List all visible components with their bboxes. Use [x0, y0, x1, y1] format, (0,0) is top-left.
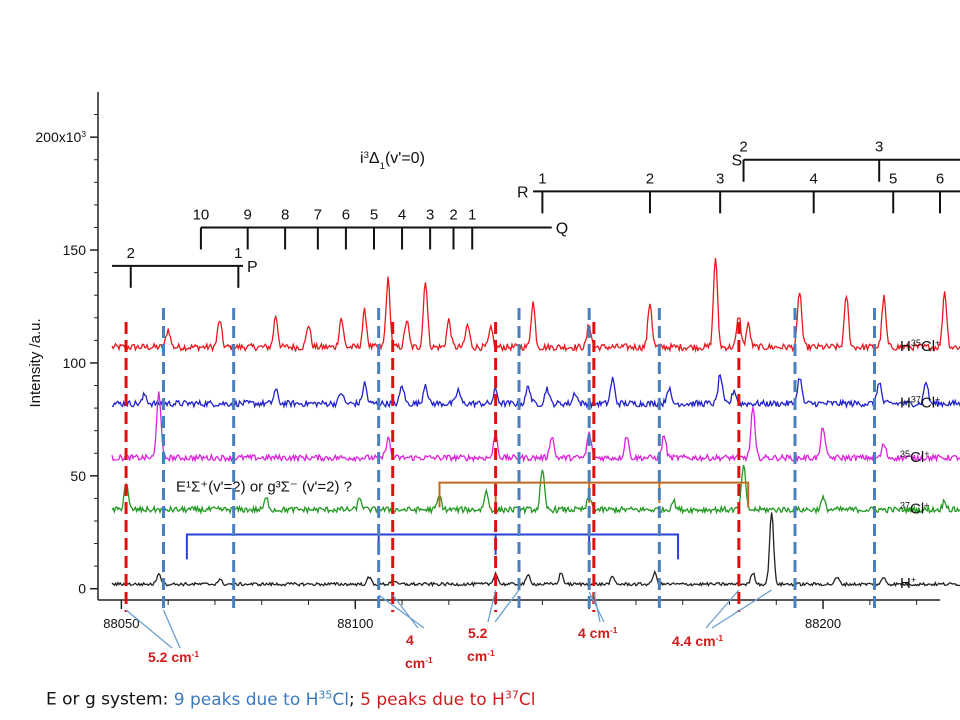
separation-label-line2: cm-1	[405, 655, 433, 671]
axes: 200x103 150 100 50 0 88050 88100 88200 Intensity…	[27, 92, 940, 631]
branch-label: 3	[426, 206, 434, 223]
branch-label: 1	[468, 206, 476, 223]
separation-label: 4.4 cm-1	[672, 633, 723, 649]
callout-line	[392, 594, 419, 629]
x-tick-label: 88050	[103, 616, 139, 631]
y-tick-label: 200x103	[35, 129, 86, 145]
branch-label: 6	[936, 170, 944, 187]
y-tick-label: 50	[70, 468, 86, 484]
x-tick-label: 88200	[805, 616, 841, 631]
dashed-lines-layer	[124, 308, 877, 612]
branch-label: 8	[281, 206, 289, 223]
branch-label: 2	[739, 139, 747, 156]
branch-label: 1	[234, 245, 242, 262]
branch-letter: R	[517, 184, 529, 201]
series-line	[111, 512, 960, 588]
caption-part3: ;	[349, 689, 361, 710]
caption-part2-tail: Cl	[332, 689, 350, 710]
series-line	[111, 464, 960, 515]
branch-label: 3	[716, 170, 724, 187]
branch-label: 1	[538, 170, 546, 187]
separation-label: 4 cm-1	[578, 625, 618, 641]
series-line	[111, 373, 960, 410]
x-tick-label: 88100	[337, 616, 373, 631]
branch-label: 4	[398, 206, 406, 223]
series-label: H+	[900, 575, 916, 592]
branch-letter: P	[247, 259, 258, 276]
branch-label: 5	[889, 170, 897, 187]
branch-layer: 1234567R23S10987654321Q21Pi3Δ1(v'=0)E¹Σ⁺…	[112, 139, 960, 560]
branch-label: 10	[193, 206, 210, 223]
callout-line	[711, 589, 772, 629]
state-e-label: E¹Σ⁺(v'=2) or g³Σ⁻ (v'=2) ?	[176, 479, 352, 496]
branch-label: 4	[810, 170, 818, 187]
y-tick-label: 0	[78, 581, 86, 597]
series-label: 35Cl+	[900, 449, 929, 466]
caption-part2-sup: 35	[318, 688, 333, 701]
blue-bracket	[185, 533, 680, 560]
caption-part4-sup: 37	[504, 688, 519, 701]
separation-label: 5.2 cm-1	[148, 649, 199, 665]
separation-label: 4	[406, 632, 414, 648]
series-line	[111, 391, 960, 463]
branch-label: 2	[449, 206, 457, 223]
caption-h35cl-text: 9 peaks due to H35Cl	[173, 688, 350, 710]
y-axis-label: Intensity /a.u.	[27, 318, 44, 407]
orange-bracket	[438, 481, 750, 508]
callout-line	[378, 594, 425, 629]
series-line	[111, 258, 960, 353]
caption: E or g system: 9 peaks due to H35Cl; 5 p…	[46, 688, 535, 710]
branch-letter: Q	[556, 220, 568, 237]
separation-label: 5.2	[468, 625, 488, 641]
callout-line	[125, 609, 173, 649]
caption-part2: 9 peaks due to H	[173, 689, 319, 710]
separation-label-line2: cm-1	[467, 648, 495, 664]
branch-label: 9	[244, 206, 252, 223]
callout-line	[487, 589, 497, 623]
callout-line	[588, 591, 605, 623]
series-label: H37Cl+	[900, 395, 940, 412]
series-label: H35Cl+	[900, 338, 940, 355]
callout-line	[705, 589, 740, 629]
caption-part1: E or g system:	[46, 689, 174, 710]
callout-line	[162, 609, 181, 649]
caption-part4: 5 peaks due to H	[360, 689, 505, 710]
y-tick-label: 100	[63, 355, 87, 371]
state-i-label: i3Δ1(v'=0)	[360, 150, 425, 172]
branch-label: 3	[875, 139, 883, 156]
branch-letter: S	[732, 153, 743, 170]
caption-part4-tail: Cl	[518, 689, 536, 710]
branch-label: 2	[127, 245, 135, 262]
callout-line	[494, 589, 520, 623]
caption-h37cl-text: 5 peaks due to H37Cl	[360, 688, 536, 710]
annotation-layer: 5.2 cm-1 4 cm-1 5.2 cm-1 4 cm-1 4.4 cm-1	[125, 589, 772, 671]
branch-label: 6	[342, 206, 350, 223]
branch-label: 7	[314, 206, 322, 223]
branch-label: 5	[370, 206, 378, 223]
series-label: 37Cl+	[900, 501, 929, 518]
branch-label: 2	[646, 170, 654, 187]
series-layer: H35Cl+ H37Cl+ 35Cl+ 37Cl+ H+	[111, 258, 960, 592]
y-tick-label: 150	[63, 242, 87, 258]
